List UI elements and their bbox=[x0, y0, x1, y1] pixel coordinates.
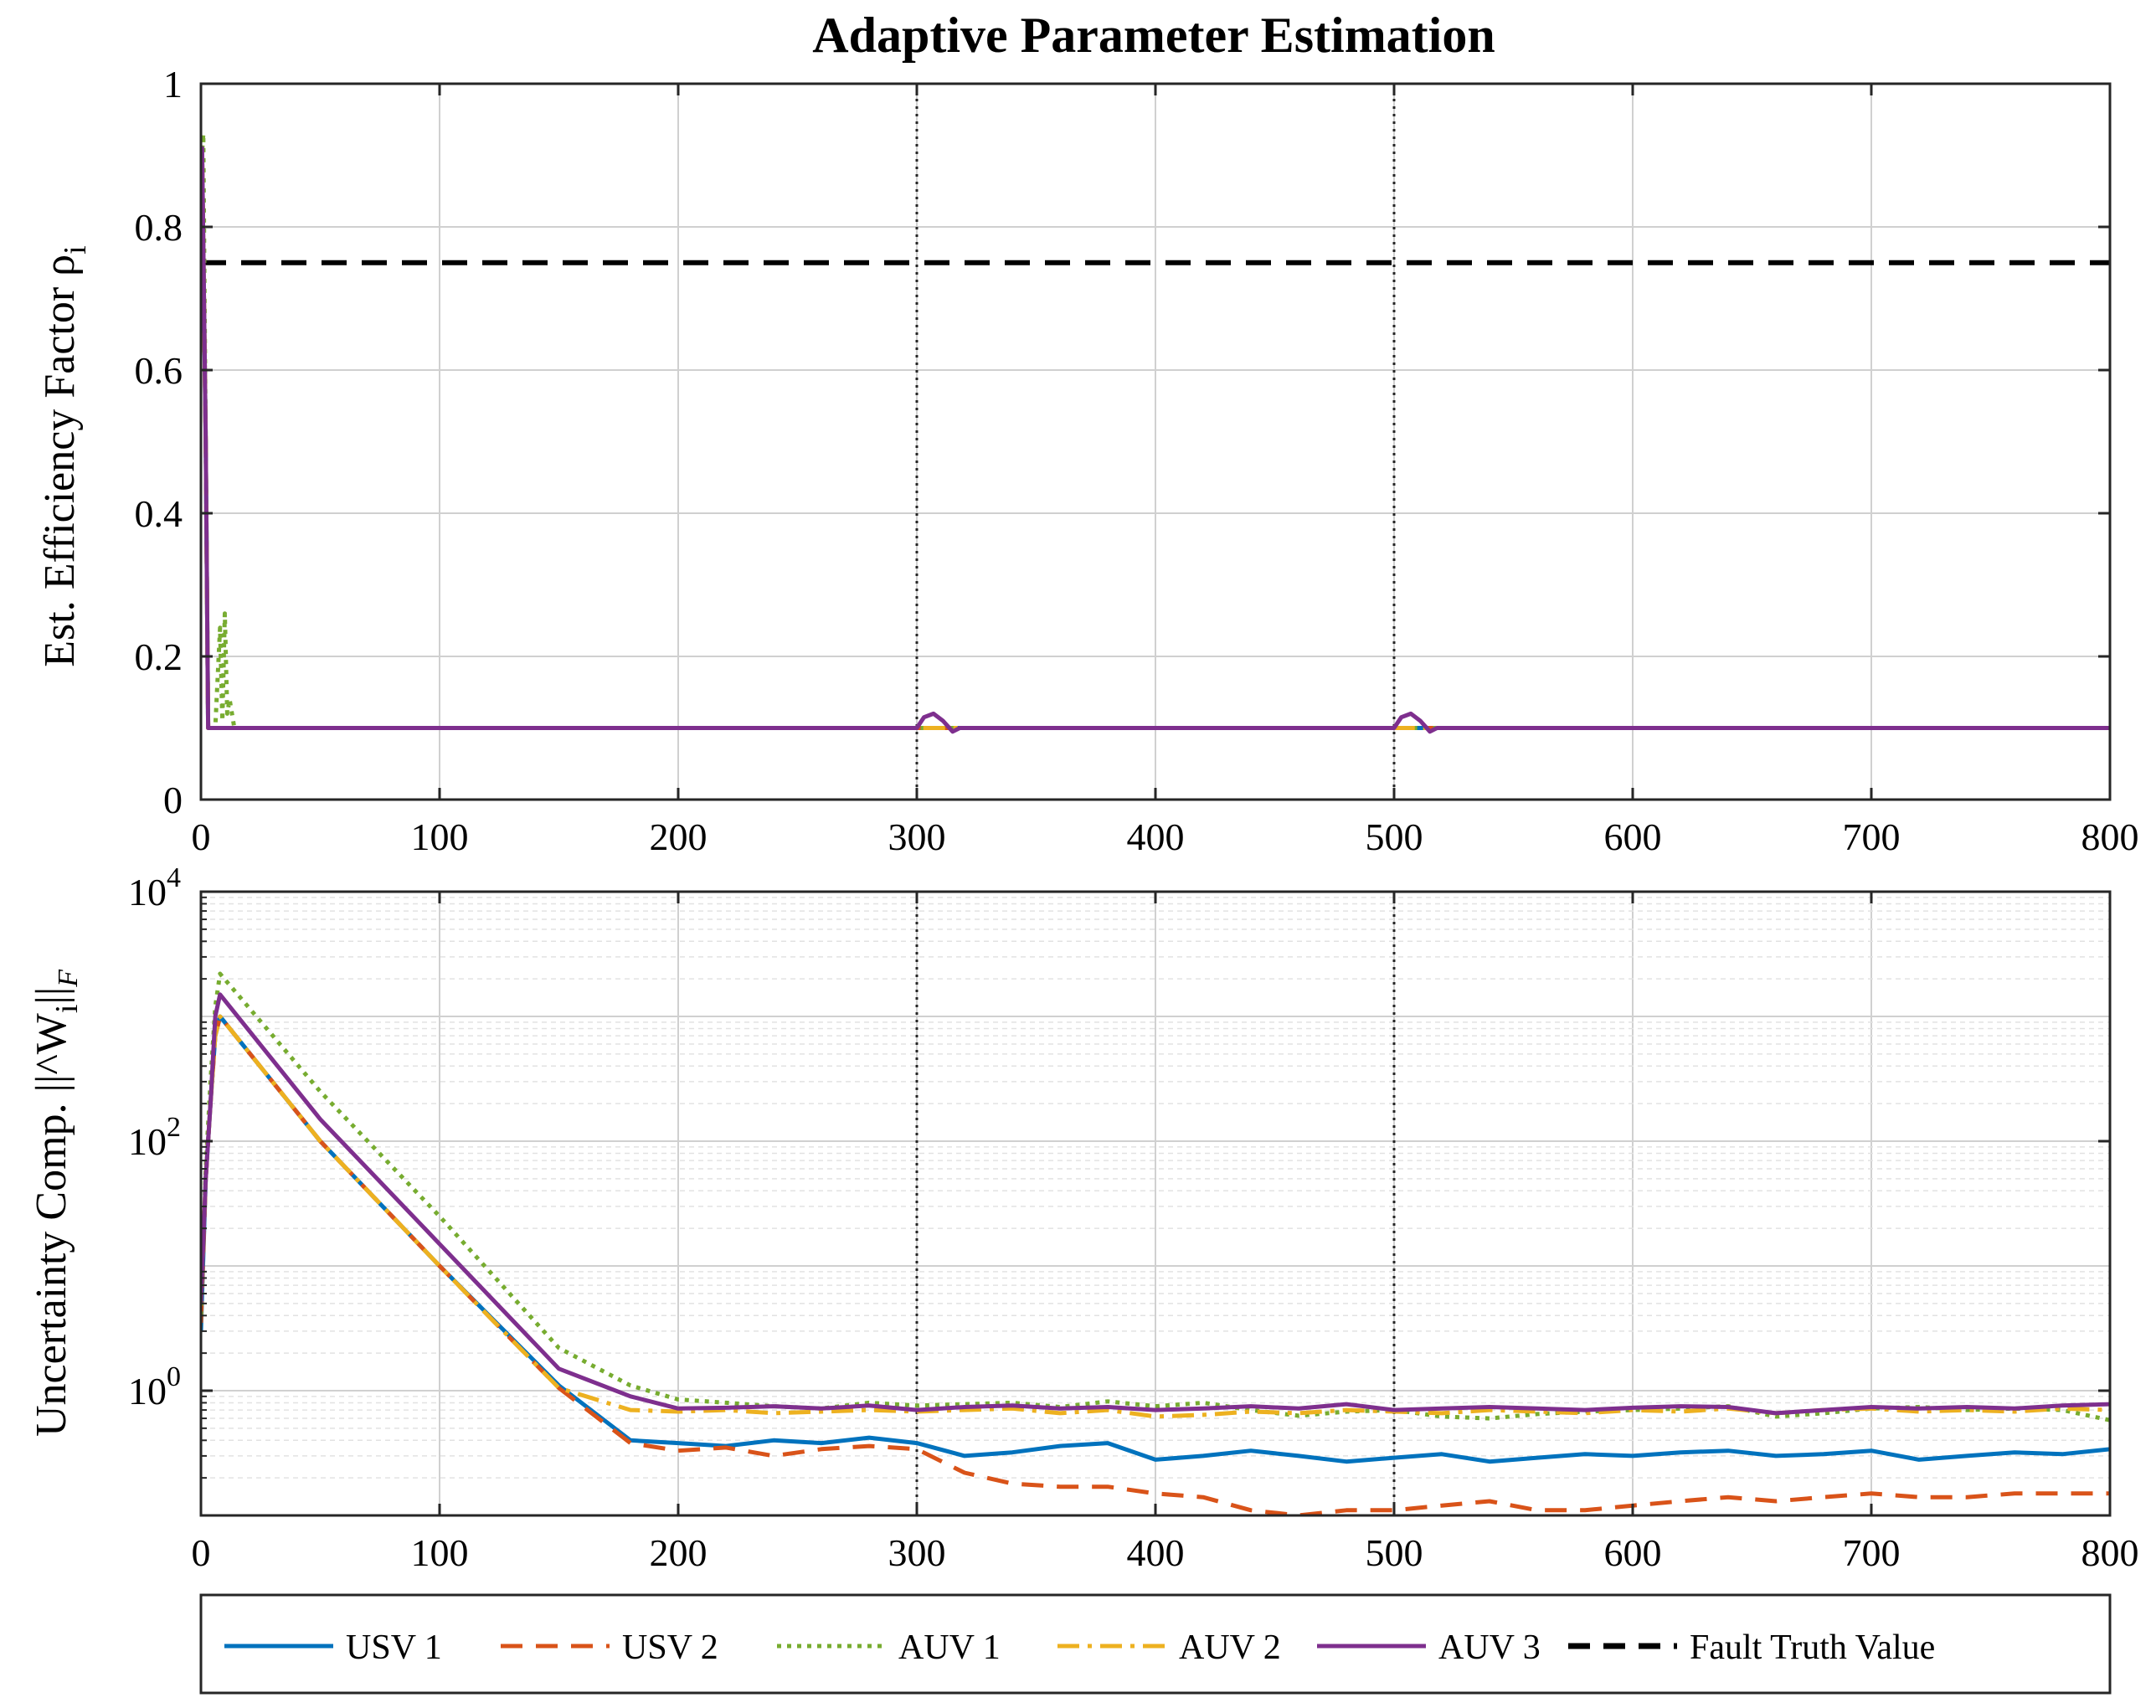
series-line-usv-2 bbox=[201, 1014, 2110, 1515]
y-tick-label: 0.6 bbox=[135, 349, 183, 392]
legend-label: USV 1 bbox=[346, 1628, 442, 1667]
x-tick-label: 400 bbox=[1127, 815, 1185, 858]
x-tick-label: 200 bbox=[650, 815, 708, 858]
x-tick-label: 0 bbox=[192, 815, 211, 858]
panel1-x-ticks: 0 100 200 300 400 500 600 700 800 bbox=[192, 84, 2139, 858]
panel2-series bbox=[201, 971, 2110, 1515]
y-tick-base: 10 bbox=[128, 871, 167, 913]
y-tick-base: 10 bbox=[128, 1120, 167, 1163]
y-tick-label: 100 bbox=[128, 1361, 181, 1412]
y-tick-label: 0.2 bbox=[135, 635, 183, 678]
legend-label: AUV 3 bbox=[1438, 1628, 1541, 1667]
panel2-y-label-main: Uncertainty Comp. ||^W bbox=[28, 1013, 75, 1437]
series-line-auv-1 bbox=[201, 971, 2110, 1422]
x-tick-label: 500 bbox=[1366, 1531, 1423, 1574]
x-tick-label: 400 bbox=[1127, 1531, 1185, 1574]
panel2-grid bbox=[200, 892, 2111, 1516]
x-tick-label: 300 bbox=[888, 1531, 946, 1574]
x-tick-label: 100 bbox=[411, 815, 469, 858]
y-tick-exponent: 4 bbox=[167, 862, 181, 893]
x-tick-label: 500 bbox=[1366, 815, 1423, 858]
x-tick-label: 700 bbox=[1843, 1531, 1901, 1574]
legend-label: AUV 2 bbox=[1179, 1628, 1281, 1667]
x-tick-label: 700 bbox=[1843, 815, 1901, 858]
panel2-x-ticks: 0 100 200 300 400 500 600 700 800 bbox=[192, 892, 2139, 1574]
legend-label: AUV 1 bbox=[898, 1628, 1001, 1667]
legend-label: Fault Truth Value bbox=[1690, 1628, 1935, 1667]
y-tick-label: 102 bbox=[128, 1112, 181, 1163]
panel2-y-label: Uncertainty Comp. ||^Wi||F bbox=[28, 969, 85, 1437]
panel1-y-label-sub: i bbox=[58, 245, 93, 255]
y-tick-label: 104 bbox=[128, 862, 181, 913]
y-tick-exponent: 0 bbox=[167, 1361, 181, 1392]
panel1-y-label: Est. Efficiency Factor ρi bbox=[36, 245, 93, 666]
y-tick-label: 1 bbox=[163, 63, 183, 105]
x-tick-label: 800 bbox=[2081, 1531, 2139, 1574]
chart-title: Adaptive Parameter Estimation bbox=[812, 8, 1495, 63]
panel1-y-label-main: Est. Efficiency Factor ρ bbox=[36, 255, 84, 667]
x-tick-label: 600 bbox=[1604, 1531, 1662, 1574]
legend-label: USV 2 bbox=[622, 1628, 718, 1667]
x-tick-label: 800 bbox=[2081, 815, 2139, 858]
x-tick-label: 0 bbox=[192, 1531, 211, 1574]
series-line-auv-3 bbox=[201, 146, 2110, 734]
x-tick-label: 300 bbox=[888, 815, 946, 858]
x-tick-label: 100 bbox=[411, 1531, 469, 1574]
y-tick-label: 0 bbox=[163, 779, 183, 821]
y-tick-label: 0.8 bbox=[135, 206, 183, 249]
y-tick-base: 10 bbox=[128, 1370, 167, 1412]
panel2-y-label-sub: i bbox=[49, 1005, 85, 1014]
panel2-y-label-sub2: F bbox=[53, 969, 84, 988]
y-tick-exponent: 2 bbox=[167, 1112, 181, 1143]
panel2-y-label-tail: || bbox=[28, 987, 75, 1005]
x-tick-label: 200 bbox=[650, 1531, 708, 1574]
panel-efficiency-factor: 0 100 200 300 400 500 600 700 800 0 0.2 0.4 0.6 0.8 1… bbox=[36, 63, 2139, 858]
panel1-event-lines bbox=[915, 84, 1396, 800]
panel1-y-ticks: 0 0.2 0.4 0.6 0.8 1 bbox=[135, 63, 2110, 821]
series-line-auv-3 bbox=[201, 992, 2110, 1416]
x-tick-label: 600 bbox=[1604, 815, 1662, 858]
legend: USV 1 USV 2 AUV 1 AUV 2 AUV 3 Fault Truth Val… bbox=[199, 1593, 2112, 1695]
y-tick-label: 0.4 bbox=[135, 492, 183, 535]
